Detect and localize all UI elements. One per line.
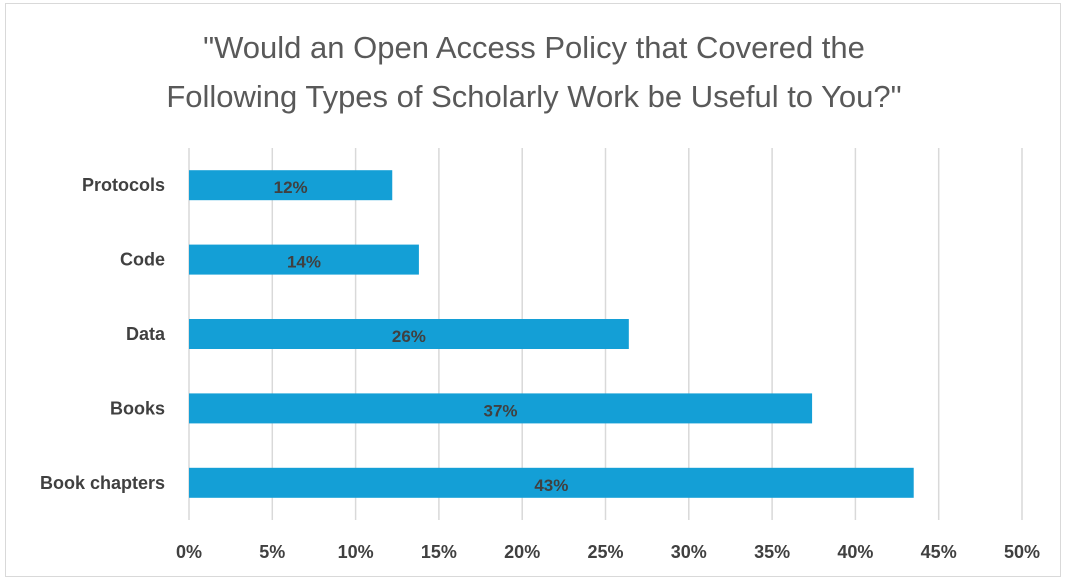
- data-label: 37%: [484, 401, 518, 420]
- chart-title-line-1: "Would an Open Access Policy that Covere…: [203, 30, 865, 65]
- category-label: Protocols: [82, 175, 165, 195]
- bar: [189, 170, 393, 201]
- category-label: Data: [126, 324, 166, 344]
- chart-title-line-2: Following Types of Scholarly Work be Use…: [166, 79, 901, 114]
- x-tick-label: 45%: [921, 542, 957, 562]
- bar: [189, 393, 813, 424]
- data-label: 12%: [274, 178, 308, 197]
- chart-title: "Would an Open Access Policy that Covere…: [166, 30, 901, 114]
- bar: [189, 467, 914, 498]
- bar: [189, 319, 629, 349]
- bars: [189, 170, 914, 498]
- category-axis: Protocols Code Data Books Book chapters: [40, 175, 166, 493]
- bar: [189, 244, 419, 275]
- category-label: Books: [110, 398, 165, 418]
- category-label: Book chapters: [40, 473, 165, 493]
- gridlines: [188, 148, 1023, 520]
- x-tick-label: 20%: [504, 542, 540, 562]
- x-tick-label: 5%: [259, 542, 285, 562]
- value-axis: 0% 5% 10% 15% 20% 25% 30% 35% 40% 45% 50%: [176, 542, 1040, 562]
- x-tick-label: 40%: [837, 542, 873, 562]
- data-labels: 12% 14% 26% 37% 43%: [274, 178, 569, 495]
- x-tick-label: 50%: [1004, 542, 1040, 562]
- x-tick-label: 30%: [671, 542, 707, 562]
- data-label: 26%: [392, 327, 426, 346]
- x-tick-label: 10%: [338, 542, 374, 562]
- data-label: 43%: [534, 476, 568, 495]
- x-tick-label: 0%: [176, 542, 202, 562]
- data-label: 14%: [287, 253, 321, 272]
- x-tick-label: 15%: [421, 542, 457, 562]
- x-tick-label: 35%: [754, 542, 790, 562]
- category-label: Code: [120, 250, 165, 270]
- x-tick-label: 25%: [587, 542, 623, 562]
